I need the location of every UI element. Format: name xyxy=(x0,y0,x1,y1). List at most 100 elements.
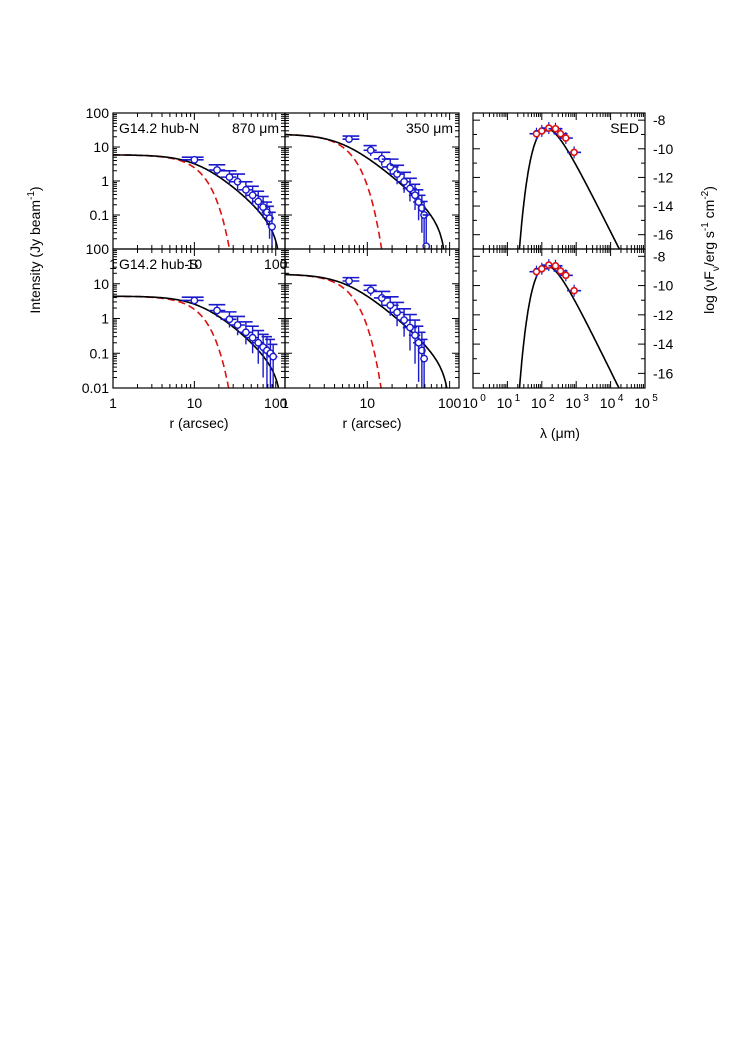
data-point xyxy=(245,325,259,354)
x-tick-label: 1 xyxy=(281,395,289,411)
x-axis-title-middle: r (arcsec) xyxy=(342,415,401,431)
y-tick-label: -10 xyxy=(653,141,673,157)
x-tick-label: 10 xyxy=(600,395,616,411)
data-point xyxy=(558,269,573,282)
panel-label: 870 μm xyxy=(232,120,279,136)
data-marker xyxy=(233,321,242,329)
ticks xyxy=(472,249,646,389)
panel-top-right: -8 -10 -12 -14 -16 SED xyxy=(472,112,673,250)
data-marker xyxy=(268,222,276,231)
data-point xyxy=(363,144,377,156)
y-tick-label: -10 xyxy=(653,278,673,294)
x-tick-label: 100 xyxy=(264,395,288,411)
panel-label: 350 μm xyxy=(406,120,453,136)
y-tick-label: -12 xyxy=(653,169,673,185)
data-point xyxy=(229,315,246,336)
data-marker xyxy=(377,294,386,302)
data-marker xyxy=(242,328,250,337)
data-marker xyxy=(393,308,401,317)
data-marker xyxy=(366,286,375,295)
model-profile-curve xyxy=(113,295,280,388)
beam-profile-curve xyxy=(285,273,382,388)
data-point xyxy=(397,308,412,337)
y-tick-label: 100 xyxy=(86,105,110,121)
data-marker xyxy=(269,352,278,361)
data-point xyxy=(422,214,431,249)
panel-frame xyxy=(472,248,646,389)
y-tick-label: -8 xyxy=(653,248,666,264)
x-tick-label: 100 xyxy=(438,395,462,411)
data-point xyxy=(390,301,405,327)
sed-marker xyxy=(537,127,546,135)
panel-bottom-middle: 1 10 100 xyxy=(281,248,462,411)
data-marker xyxy=(213,166,221,174)
data-point xyxy=(342,135,360,144)
right-y-axis-title: log (νFν/erg s-1 cm-2) xyxy=(700,186,722,314)
data-marker xyxy=(213,306,221,315)
x-tick-exponent: 3 xyxy=(583,393,589,404)
x-tick-label: 10 xyxy=(634,395,650,411)
x-tick-exponent: 1 xyxy=(515,393,521,404)
data-marker xyxy=(345,277,353,285)
x-tick-label: 10 xyxy=(462,395,478,411)
x-tick-label: 10 xyxy=(497,395,513,411)
sed-model-curve xyxy=(518,265,620,388)
data-point xyxy=(267,211,276,249)
data-marker xyxy=(406,323,414,332)
data-marker xyxy=(190,155,199,164)
y-tick-label: -14 xyxy=(653,198,673,214)
data-marker xyxy=(400,316,409,324)
data-point xyxy=(363,284,377,296)
x-tick-exponent: 4 xyxy=(618,393,624,404)
y-tick-label: -16 xyxy=(653,365,673,381)
sed-marker xyxy=(556,267,565,275)
data-point xyxy=(265,338,276,388)
data-point xyxy=(251,190,265,213)
data-point xyxy=(534,124,549,137)
data-point xyxy=(567,146,582,159)
sed-marker xyxy=(570,148,578,157)
data-point xyxy=(208,163,226,177)
y-tick-label: 10 xyxy=(93,276,109,292)
data-marker xyxy=(414,338,423,347)
sed-marker xyxy=(562,134,570,142)
panel-label: G14.2 hub-N xyxy=(119,120,199,136)
x-tick-exponent: 0 xyxy=(480,393,486,404)
ticks xyxy=(284,112,459,250)
model-profile-curve xyxy=(285,273,448,388)
x-tick-label: 100 xyxy=(264,256,288,272)
data-point xyxy=(567,284,582,297)
x-axis-title-right: λ (μm) xyxy=(540,425,580,441)
plot-area xyxy=(518,259,620,388)
data-point xyxy=(342,276,360,286)
y-tick-label: 1 xyxy=(101,311,109,327)
y-tick-label: -16 xyxy=(653,227,673,243)
x-tick-label: 10 xyxy=(187,256,203,272)
data-marker xyxy=(265,214,274,223)
data-point xyxy=(238,180,253,199)
data-point xyxy=(534,262,549,275)
data-marker xyxy=(345,135,353,144)
data-marker xyxy=(242,185,250,194)
sed-marker xyxy=(537,264,546,273)
plot-area xyxy=(113,154,279,249)
y-tick-label: 0.1 xyxy=(90,207,110,223)
x-tick-label: 10 xyxy=(187,395,203,411)
x-tick-exponent: 2 xyxy=(549,393,555,404)
y-tick-label: -14 xyxy=(653,336,673,352)
data-point xyxy=(208,303,226,318)
sed-marker xyxy=(562,271,570,280)
data-point xyxy=(558,132,573,145)
ticks xyxy=(112,248,285,389)
plot-area xyxy=(285,133,445,249)
panel-label: G14.2 hub-S xyxy=(119,256,198,272)
panel-label: SED xyxy=(610,120,639,136)
y-tick-label: 100 xyxy=(86,241,110,257)
data-point xyxy=(181,155,204,164)
data-marker xyxy=(406,184,414,193)
